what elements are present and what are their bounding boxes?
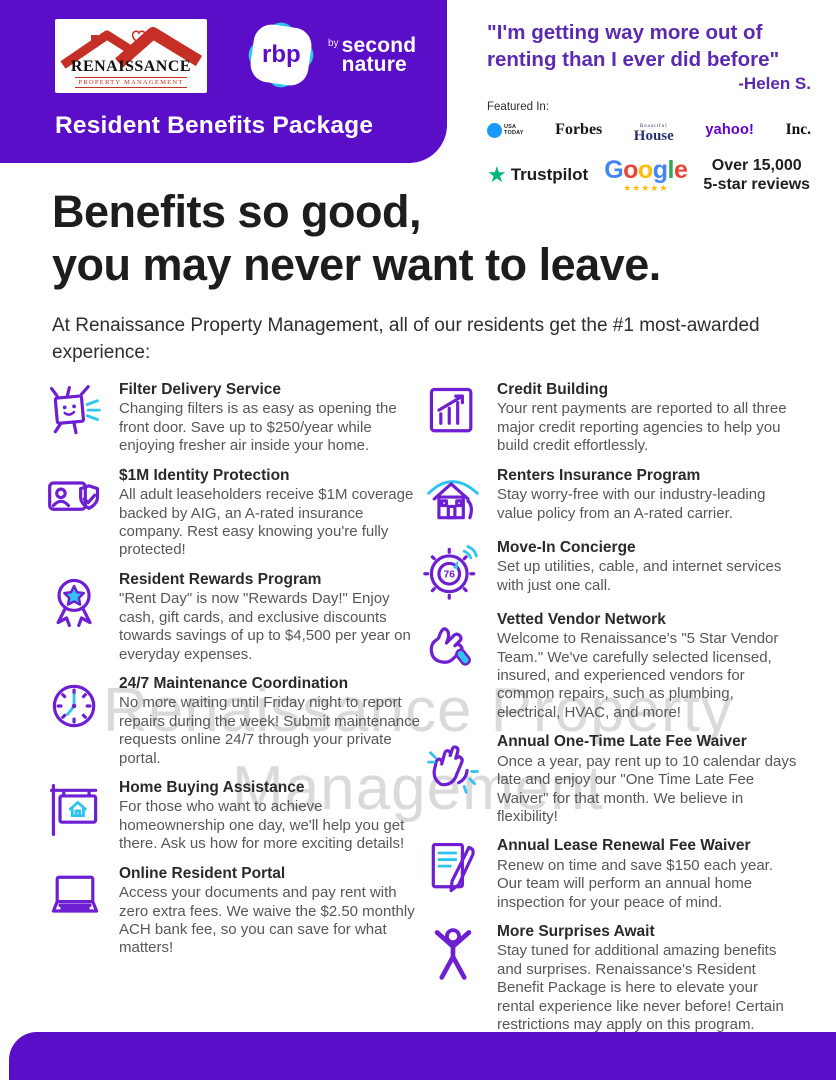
testimonial-attribution: -Helen S. [738,74,811,94]
identity-protection-icon [44,466,106,560]
review-summary: Over 15,000 5-star reviews [703,156,811,194]
renaissance-logo: RENAISSANCE PROPERTY MANAGEMENT [55,19,207,93]
benefit-title: Move-In Concierge [497,538,636,556]
benefit-item: Vetted Vendor Network Welcome to Renaissa… [422,610,816,723]
benefit-description: Stay worry-free with our industry-leadin… [497,486,766,522]
hero-section: Benefits so good, you may never want to … [52,186,792,367]
testimonial-quote: "I'm getting way more out of renting tha… [487,21,780,71]
filter-delivery-icon [44,380,106,456]
usa-today-circle-icon [487,122,502,138]
benefit-description: Stay tuned for additional amazing benefi… [497,942,784,1034]
trustpilot-star-icon: ★ [487,162,507,188]
benefit-title: Filter Delivery Service [119,381,281,398]
rbp-badge-icon: rbp [242,16,320,94]
benefit-title: Credit Building [497,381,609,398]
headline: Benefits so good, you may never want to … [52,186,661,290]
hero-subtext: At Renaissance Property Management, all … [52,315,760,364]
credit-building-icon [422,380,484,456]
trustpilot-logo: ★ Trustpilot [487,162,589,188]
benefit-title: Home Buying Assistance [119,779,305,797]
benefit-title: Annual Lease Renewal Fee Waiver [497,837,751,855]
renaissance-logo-name: RENAISSANCE [70,58,192,75]
rbp-logo: rbp by second nature [242,16,417,94]
benefit-title: Resident Rewards Program [119,570,322,588]
benefit-title: 24/7 Maintenance Coordination [119,674,349,692]
benefit-item: Credit Building Your rent payments are re… [422,380,816,456]
benefit-item: Resident Rewards Program "Rent Day" is no… [44,570,424,664]
watermark-line1: Renaissance Property [103,676,733,745]
resident-rewards-icon [44,570,106,664]
benefit-item: Home Buying Assistance For those who want… [44,778,424,854]
home-buying-icon [44,778,106,854]
benefit-item: More Surprises Await Stay tuned for addit… [422,922,816,1035]
header-banner: RENAISSANCE PROPERTY MANAGEMENT rbp by s… [0,0,447,163]
benefit-description: No more waiting until Friday night to re… [119,694,420,767]
benefit-description: Set up utilities, cable, and internet se… [497,558,782,594]
benefit-description: Your rent payments are reported to all t… [497,400,787,455]
yahoo-logo: yahoo! [705,122,755,139]
move-in-concierge-icon: 76 [422,538,484,600]
renaissance-logo-subtitle: PROPERTY MANAGEMENT [75,77,187,88]
benefit-description: Access your documents and pay rent with … [119,884,415,957]
resident-portal-icon [44,864,106,958]
footer-bar [9,1032,836,1080]
rbp-monogram: rbp [261,40,301,68]
usa-today-logo: USA TODAY [487,122,524,138]
benefit-title: More Surprises Await [497,923,655,941]
by-label: by [328,37,339,49]
benefit-item: Online Resident Portal Access your docume… [44,864,424,958]
benefit-item: Filter Delivery Service Changing filters … [44,380,424,456]
google-logo: Google ★★★★★ [604,155,688,193]
featured-in-label: Featured In: [487,101,550,114]
benefits-column-left: Filter Delivery Service Changing filters … [44,380,424,968]
renters-insurance-icon [422,466,484,528]
review-row: ★ Trustpilot Google ★★★★★ Over 15,000 5-… [487,156,811,194]
inc-logo: Inc. [785,121,811,139]
featured-logo-row: USA TODAY Forbes Beautiful House yahoo! … [487,117,811,145]
google-stars-icon: ★★★★★ [623,182,669,193]
package-title: Resident Benefits Package [55,112,374,139]
benefit-title: Online Resident Portal [119,864,286,882]
benefit-item: Annual Lease Renewal Fee Waiver Renew on … [422,836,816,912]
svg-text:76: 76 [444,569,456,580]
benefit-description: For those who want to achieve homeowners… [119,798,405,853]
second-nature-logo: by second nature [328,33,417,76]
benefit-title: Vetted Vendor Network [497,610,666,628]
second-nature-line2: nature [341,53,407,76]
benefit-description: Renew on time and save $150 each year. O… [497,856,774,911]
late-fee-waiver-icon [422,732,484,826]
benefit-description: "Rent Day" is now "Rewards Day!" Enjoy c… [119,590,411,663]
benefit-item: Annual One-Time Late Fee Waiver Once a ye… [422,732,816,826]
watermark-line2: Management [232,753,604,823]
lease-renewal-icon [422,836,484,912]
benefit-description: Changing filters is as easy as opening t… [119,400,397,455]
benefit-item: 24/7 Maintenance Coordination No more wai… [44,674,424,768]
house-beautiful-logo: Beautiful House [633,124,674,145]
second-nature-line1: second [341,33,417,57]
benefit-title: Annual One-Time Late Fee Waiver [497,733,747,751]
benefit-description: Once a year, pay rent up to 10 calendar … [497,752,797,825]
benefit-item: $1M Identity Protection All adult leaseho… [44,466,424,560]
forbes-logo: Forbes [555,121,603,139]
vetted-vendor-icon [422,610,484,723]
benefit-item: 76 Move-In Concierge Set up utilities, ca… [422,538,816,600]
roof-icon [60,27,203,69]
watermark: Renaissance Property Management [0,672,836,827]
benefit-description: Welcome to Renaissance's "5 Star Vendor … [497,630,779,721]
more-surprises-icon [422,922,484,1035]
header-right: "I'm getting way more out of renting tha… [487,20,811,194]
benefits-column-right: Credit Building Your rent payments are re… [422,380,816,1045]
benefit-description: All adult leaseholders receive $1M cover… [119,486,414,559]
benefit-item: Renters Insurance Program Stay worry-free… [422,466,816,528]
benefit-title: Renters Insurance Program [497,466,701,484]
maintenance-clock-icon [44,674,106,768]
benefit-title: $1M Identity Protection [119,466,290,484]
